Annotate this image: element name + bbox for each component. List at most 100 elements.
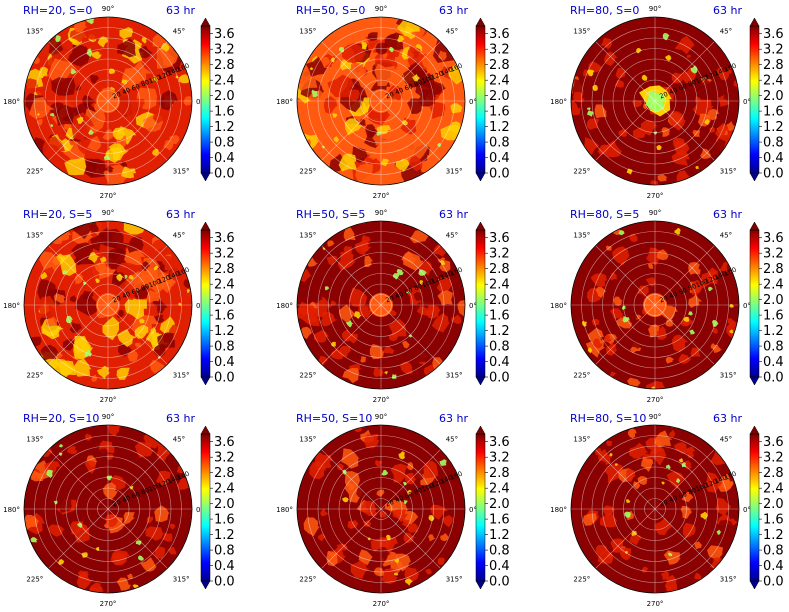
contour-patch — [587, 118, 600, 131]
contour-patch — [427, 527, 447, 545]
contour-patch — [323, 96, 338, 114]
colorbar-extend-bottom — [200, 172, 211, 182]
contour-patch — [673, 442, 690, 454]
contour-speck — [391, 374, 397, 379]
contour-patch — [39, 251, 62, 275]
time-label: 63 hr — [166, 208, 195, 221]
angle-label: 90° — [102, 413, 114, 421]
contour-patch — [701, 441, 714, 454]
colorbar-tick-label: 0.4 — [489, 355, 510, 370]
contour-patch — [333, 136, 340, 143]
colorbar-extend-bottom — [749, 172, 760, 182]
contour-patch — [655, 55, 669, 68]
contour-speck — [124, 274, 128, 279]
colorbar: 0.00.40.81.21.62.02.42.83.23.6 — [475, 17, 510, 182]
contour-patch — [426, 129, 444, 145]
contour-patch — [178, 74, 191, 84]
contour-patch — [337, 463, 345, 471]
radial-tick-label: 40 — [121, 494, 132, 505]
angle-label: 45° — [173, 435, 185, 443]
contour-patch — [45, 315, 59, 327]
contour-patch — [395, 158, 410, 172]
contour-patch — [40, 344, 60, 361]
colorbar-bar — [475, 433, 486, 582]
contour-patch — [105, 514, 119, 528]
contour-patch — [111, 58, 126, 73]
contour-speck — [609, 453, 613, 457]
contour-patch — [452, 496, 465, 508]
radial-tick-label: 40 — [668, 86, 679, 97]
contour-speck — [361, 44, 367, 50]
contour-patch — [379, 510, 388, 518]
angle-label: 315° — [720, 168, 737, 176]
contour-patch — [70, 221, 98, 240]
colorbar-bar — [749, 229, 760, 378]
contour-patch — [688, 262, 701, 275]
angle-label: 135° — [573, 27, 590, 35]
grid-spoke — [595, 100, 656, 161]
contour-patch — [692, 99, 714, 116]
polar-panel: 2040608010012014016090°45°0°315°270°225°… — [3, 208, 204, 404]
contour-patch — [384, 32, 404, 50]
contour-patch — [668, 111, 686, 131]
contour-patch — [421, 56, 435, 71]
contour-patch — [140, 557, 157, 572]
contour-speck — [77, 522, 83, 528]
contour-patch — [91, 374, 98, 382]
contour-patch — [575, 526, 581, 533]
contour-patch — [655, 517, 673, 536]
colorbar: 0.00.40.81.21.62.02.42.83.23.6 — [475, 221, 510, 386]
radial-tick-label: 60 — [677, 82, 688, 93]
angle-label: 180° — [3, 98, 20, 106]
contour-speck — [401, 120, 409, 126]
colorbar-tick-label: 2.8 — [214, 262, 235, 277]
angle-label: 0° — [469, 506, 477, 514]
colorbar-extend-bottom — [200, 580, 211, 590]
contour-speck — [139, 318, 146, 324]
radial-tick-label: 60 — [403, 490, 414, 501]
contour-patch — [392, 508, 409, 523]
angle-label: 315° — [446, 576, 463, 584]
contour-speck — [439, 459, 447, 466]
contour-patch — [124, 297, 147, 320]
angle-label: 45° — [720, 231, 732, 239]
colorbar-tick-label: 3.2 — [763, 451, 784, 466]
contour-patch — [99, 256, 108, 263]
grid-spoke — [107, 100, 168, 161]
colorbar-tick-label: 0.8 — [214, 340, 235, 355]
colorbar-tick-label: 0.4 — [214, 151, 235, 166]
contour-patch — [376, 489, 385, 497]
contour-patch — [42, 136, 65, 164]
contour-patch — [358, 118, 366, 126]
contour-patch — [614, 80, 625, 88]
colorbar-tick-label: 0.8 — [763, 544, 784, 559]
contour-speck — [37, 112, 40, 116]
angle-label: 270° — [373, 192, 390, 200]
colorbar-tick-label: 2.0 — [489, 293, 510, 308]
angle-label: 135° — [573, 435, 590, 443]
colorbar: 0.00.40.81.21.62.02.42.83.23.6 — [200, 221, 235, 386]
contour-patch — [125, 444, 135, 455]
contour-patch — [430, 504, 449, 520]
colorbar-tick-label: 3.6 — [763, 231, 784, 246]
grid-spoke — [595, 245, 656, 306]
contour-patch — [402, 251, 424, 271]
contour-patch — [590, 273, 607, 288]
contour-patch — [134, 441, 154, 458]
contour-patch — [87, 135, 102, 152]
contour-patch — [303, 517, 320, 537]
panel-title: RH=20, S=0 — [23, 4, 92, 17]
grid-spoke — [48, 41, 109, 102]
contour-patch — [305, 56, 328, 78]
colorbar-extend-top — [749, 425, 760, 435]
colorbar-tick-label: 3.6 — [214, 27, 235, 42]
colorbar-extend-bottom — [200, 376, 211, 386]
angle-label: 225° — [299, 576, 316, 584]
contour-patch — [26, 309, 36, 317]
contour-patch — [360, 500, 378, 517]
angle-label: 45° — [720, 27, 732, 35]
contour-patch — [632, 261, 649, 276]
contour-patch — [678, 353, 692, 364]
colorbar-tick-label: 2.4 — [214, 278, 235, 293]
contour-speck — [381, 469, 389, 476]
